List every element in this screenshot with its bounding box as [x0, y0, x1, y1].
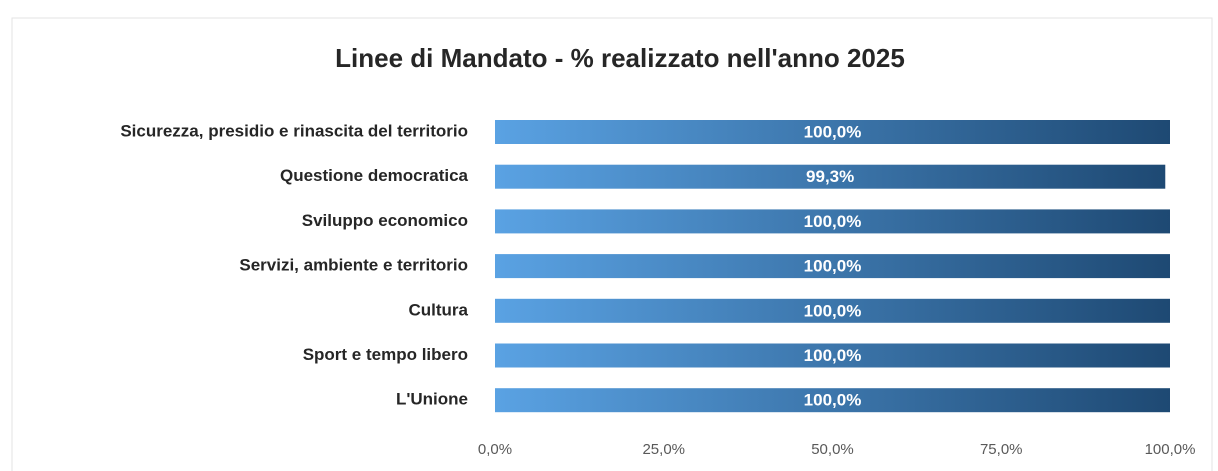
value-label: 100,0%: [804, 257, 862, 276]
bar: [495, 120, 1170, 144]
value-label: 100,0%: [804, 301, 862, 320]
bar: [495, 209, 1170, 234]
category-label: Questione democratica: [280, 166, 469, 185]
x-tick-label: 75,0%: [980, 441, 1023, 458]
category-label: L'Unione: [396, 390, 468, 409]
category-label: Servizi, ambiente e territorio: [239, 256, 468, 275]
bar: [495, 298, 1170, 323]
bar: [495, 164, 1166, 189]
category-label: Sviluppo economico: [302, 211, 468, 230]
category-label: Sicurezza, presidio e rinascita del terr…: [120, 121, 468, 140]
bar: [495, 388, 1170, 413]
bar: [495, 343, 1170, 368]
x-tick-label: 0,0%: [478, 441, 512, 458]
chart-title: Linee di Mandato - % realizzato nell'ann…: [335, 43, 905, 73]
category-label: Sport e tempo libero: [303, 345, 468, 364]
value-label: 100,0%: [804, 346, 862, 365]
bar: [495, 254, 1170, 279]
x-tick-label: 100,0%: [1145, 441, 1196, 458]
x-tick-label: 50,0%: [811, 441, 854, 458]
value-label: 99,3%: [806, 167, 854, 186]
x-tick-label: 25,0%: [642, 441, 685, 458]
value-label: 100,0%: [804, 122, 862, 141]
value-label: 100,0%: [804, 391, 862, 410]
category-label: Cultura: [409, 300, 469, 319]
value-label: 100,0%: [804, 212, 862, 231]
